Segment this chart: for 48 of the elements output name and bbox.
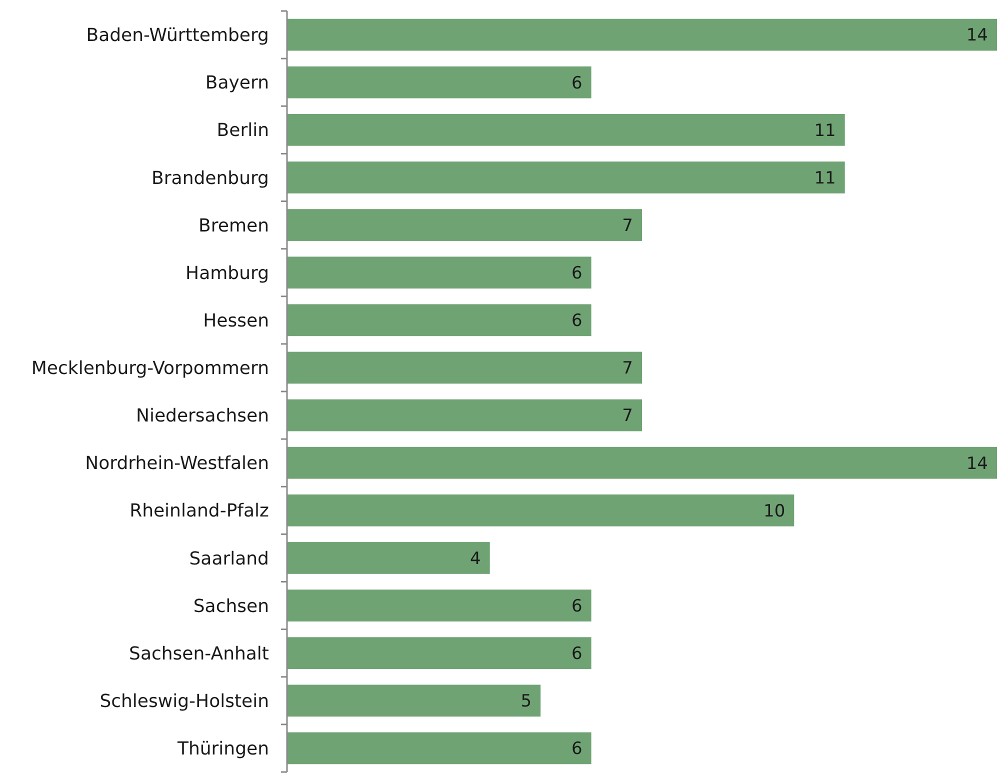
bar <box>287 114 845 146</box>
bar <box>287 18 997 51</box>
data-label: 6 <box>571 73 582 94</box>
y-tick-label: Berlin <box>216 120 269 142</box>
y-tick-label: Sachsen-Anhalt <box>129 643 269 664</box>
y-tick-label: Hessen <box>203 310 269 332</box>
y-tick-label: Bayern <box>205 72 269 94</box>
bar <box>287 304 592 336</box>
bar <box>287 399 642 432</box>
y-tick-label: Mecklenburg-Vorpommern <box>31 358 269 380</box>
y-tick-label: Hamburg <box>186 262 269 284</box>
data-label: 10 <box>764 501 786 522</box>
y-tick-label: Brandenburg <box>152 168 269 189</box>
data-label: 6 <box>571 311 582 332</box>
data-label: 6 <box>571 596 582 616</box>
data-label: 6 <box>571 739 582 760</box>
bar <box>287 446 997 479</box>
data-label: 5 <box>520 692 532 712</box>
data-label: 14 <box>966 454 988 474</box>
bar <box>287 684 541 717</box>
y-tick-label: Rheinland-Pfalz <box>130 500 269 522</box>
bar <box>287 162 845 194</box>
y-tick-label: Sachsen <box>193 596 269 617</box>
y-tick-label: Thüringen <box>176 738 269 760</box>
y-tick-label: Niedersachsen <box>136 406 269 427</box>
y-tick-label: Saarland <box>189 548 269 570</box>
bar <box>287 256 592 289</box>
data-label: 6 <box>571 644 582 664</box>
data-label: 11 <box>814 168 836 188</box>
y-tick-label: Bremen <box>198 215 269 236</box>
y-tick-label: Nordrhein-Westfalen <box>85 453 269 474</box>
y-tick-label: Schleswig-Holstein <box>100 690 269 712</box>
bar <box>287 352 642 384</box>
data-label: 7 <box>622 358 633 379</box>
bar <box>287 590 592 622</box>
data-label: 7 <box>622 216 633 236</box>
bar <box>287 66 592 98</box>
bar <box>287 209 642 241</box>
y-tick-label: Baden-Württemberg <box>86 25 269 46</box>
bar <box>287 637 592 670</box>
data-label: 4 <box>470 548 481 569</box>
bar <box>287 732 592 764</box>
bar <box>287 494 794 526</box>
data-label: 14 <box>966 26 988 46</box>
data-label: 7 <box>622 406 633 426</box>
bar <box>287 542 490 574</box>
data-label: 11 <box>814 120 836 141</box>
data-label: 6 <box>571 264 582 284</box>
